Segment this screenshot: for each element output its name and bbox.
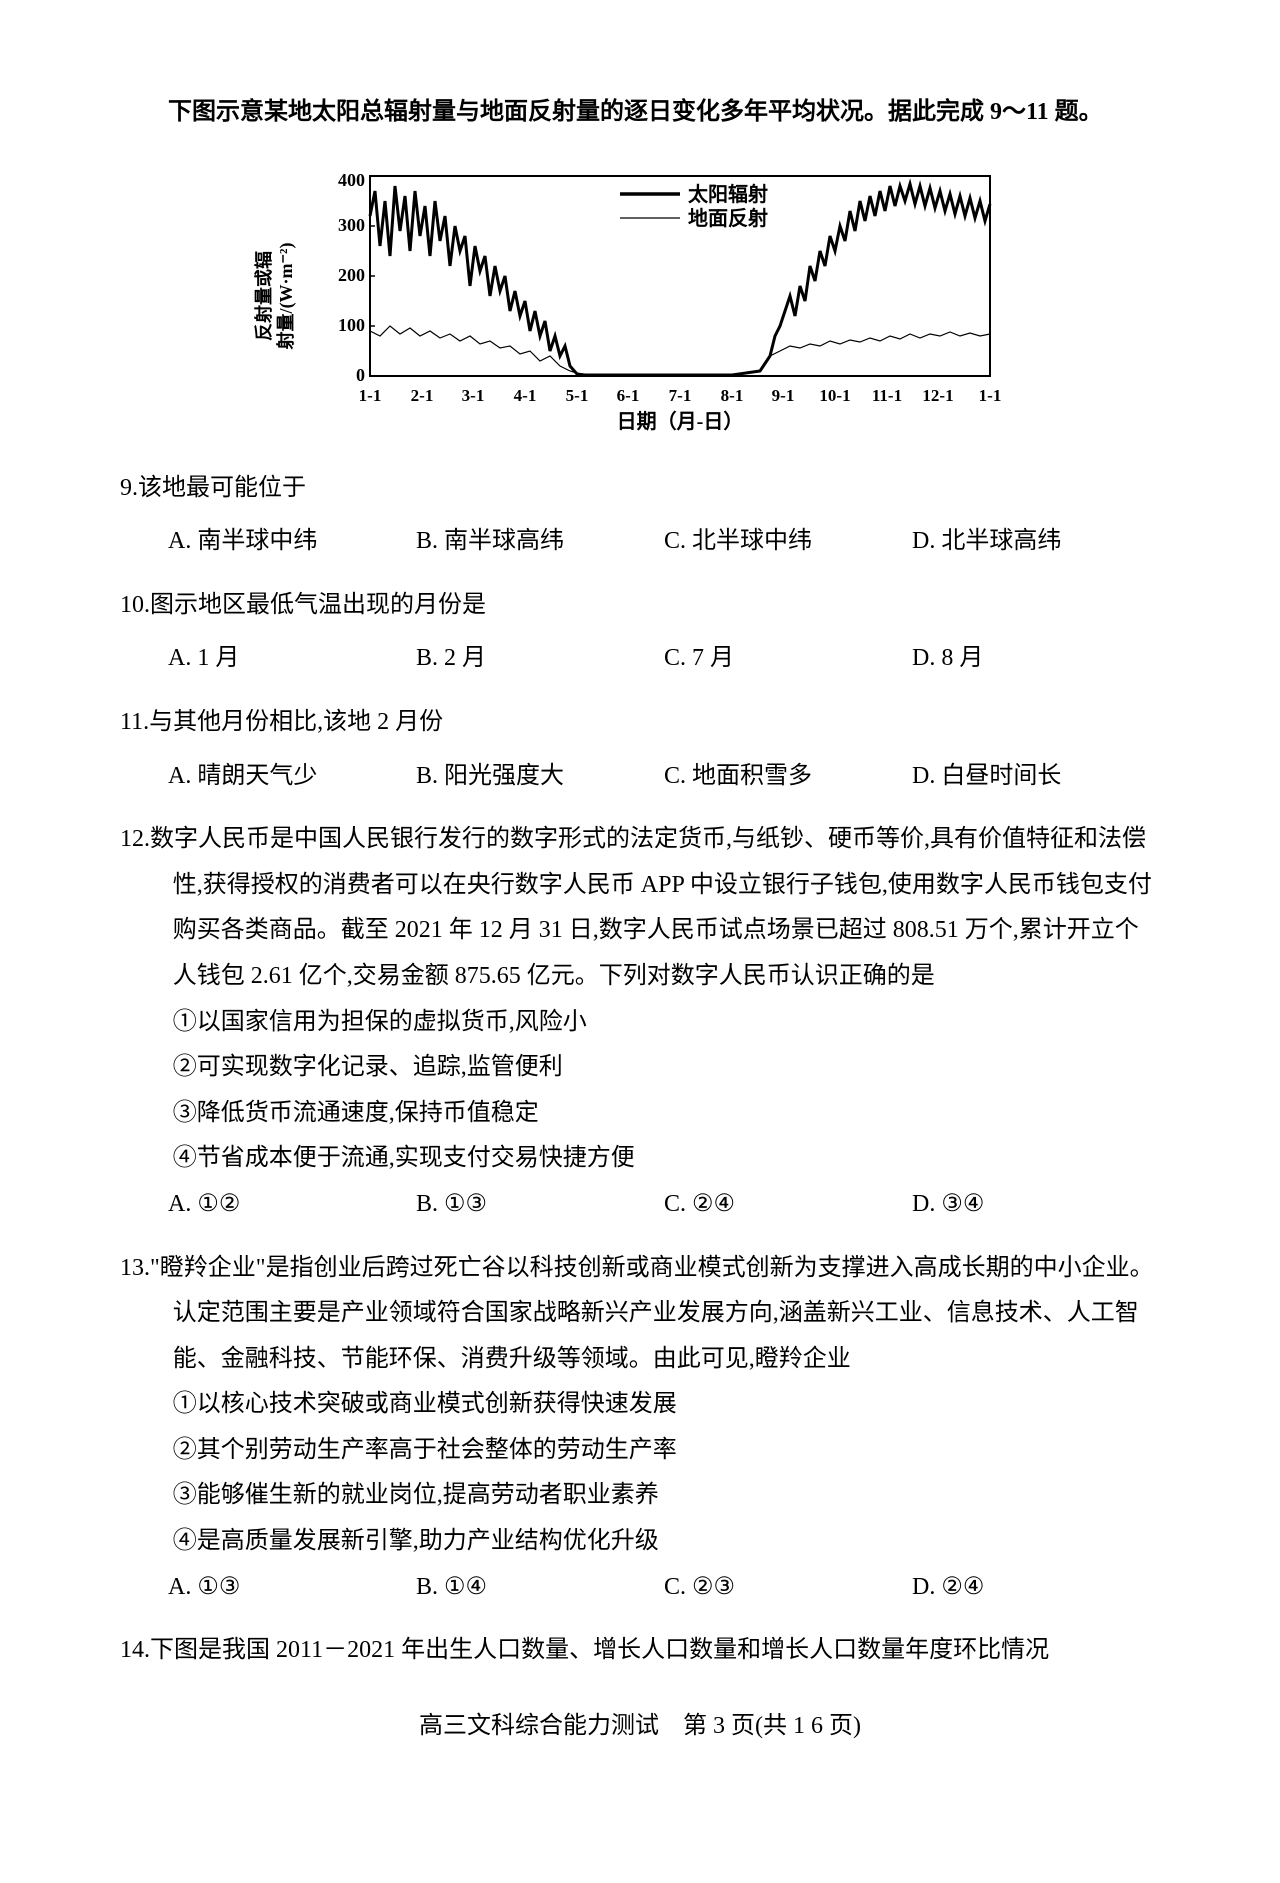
q11-option-c: C. 地面积雪多 bbox=[664, 754, 912, 800]
q13-sub2: ②其个别劳动生产率高于社会整体的劳动生产率 bbox=[120, 1428, 1160, 1474]
question-12: 12.数字人民币是中国人民银行发行的数字形式的法定货币,与纸钞、硬币等价,具有价… bbox=[120, 817, 1160, 1227]
question-10: 10.图示地区最低气温出现的月份是 A. 1 月 B. 2 月 C. 7 月 D… bbox=[120, 583, 1160, 682]
intro-paragraph: 下图示意某地太阳总辐射量与地面反射量的逐日变化多年平均状况。据此完成 9～11 … bbox=[120, 90, 1160, 136]
svg-text:4-1: 4-1 bbox=[514, 386, 537, 405]
svg-text:200: 200 bbox=[338, 265, 365, 285]
q9-option-b: B. 南半球高纬 bbox=[416, 519, 664, 565]
svg-text:300: 300 bbox=[338, 215, 365, 235]
svg-text:7-1: 7-1 bbox=[669, 386, 692, 405]
q13-option-d: D. ②④ bbox=[912, 1565, 1160, 1611]
q12-sub2: ②可实现数字化记录、追踪,监管便利 bbox=[120, 1045, 1160, 1091]
q12-sub4: ④节省成本便于流通,实现支付交易快捷方便 bbox=[120, 1136, 1160, 1182]
svg-text:3-1: 3-1 bbox=[462, 386, 485, 405]
question-13: 13."瞪羚企业"是指创业后跨过死亡谷以科技创新或商业模式创新为支撑进入高成长期… bbox=[120, 1246, 1160, 1611]
svg-text:太阳辐射: 太阳辐射 bbox=[688, 182, 768, 206]
q11-option-b: B. 阳光强度大 bbox=[416, 754, 664, 800]
svg-text:0: 0 bbox=[356, 365, 365, 385]
svg-text:1-1: 1-1 bbox=[359, 386, 382, 405]
svg-text:6-1: 6-1 bbox=[617, 386, 640, 405]
q13-option-c: C. ②③ bbox=[664, 1565, 912, 1611]
svg-text:地面反射: 地面反射 bbox=[688, 206, 768, 230]
question-14-text: 14.下图是我国 2011－2021 年出生人口数量、增长人口数量和增长人口数量… bbox=[120, 1628, 1160, 1674]
question-11-text: 11.与其他月份相比,该地 2 月份 bbox=[120, 700, 1160, 746]
q9-option-a: A. 南半球中纬 bbox=[168, 519, 416, 565]
svg-text:10-1: 10-1 bbox=[819, 386, 850, 405]
question-14: 14.下图是我国 2011－2021 年出生人口数量、增长人口数量和增长人口数量… bbox=[120, 1628, 1160, 1674]
question-12-text: 12.数字人民币是中国人民银行发行的数字形式的法定货币,与纸钞、硬币等价,具有价… bbox=[120, 817, 1160, 999]
svg-text:8-1: 8-1 bbox=[721, 386, 744, 405]
q13-option-a: A. ①③ bbox=[168, 1565, 416, 1611]
q10-option-d: D. 8 月 bbox=[912, 636, 1160, 682]
svg-text:2-1: 2-1 bbox=[411, 386, 434, 405]
question-11: 11.与其他月份相比,该地 2 月份 A. 晴朗天气少 B. 阳光强度大 C. … bbox=[120, 700, 1160, 799]
svg-text:100: 100 bbox=[338, 315, 365, 335]
q12-sub3: ③降低货币流通速度,保持币值稳定 bbox=[120, 1091, 1160, 1137]
svg-text:反射量或辐: 反射量或辐 bbox=[253, 251, 274, 341]
svg-text:日期（月-日）: 日期（月-日） bbox=[617, 410, 744, 433]
question-13-text: 13."瞪羚企业"是指创业后跨过死亡谷以科技创新或商业模式创新为支撑进入高成长期… bbox=[120, 1246, 1160, 1383]
radiation-chart: 反射量或辐 射量/(W·m⁻²) 0 100 200 300 400 1-1 2… bbox=[250, 156, 1030, 436]
chart-container: 反射量或辐 射量/(W·m⁻²) 0 100 200 300 400 1-1 2… bbox=[120, 156, 1160, 436]
q12-option-b: B. ①③ bbox=[416, 1182, 664, 1228]
svg-text:400: 400 bbox=[338, 170, 365, 190]
q13-option-b: B. ①④ bbox=[416, 1565, 664, 1611]
q9-option-d: D. 北半球高纬 bbox=[912, 519, 1160, 565]
svg-text:1-1: 1-1 bbox=[979, 386, 1002, 405]
svg-text:12-1: 12-1 bbox=[922, 386, 953, 405]
svg-text:11-1: 11-1 bbox=[872, 386, 902, 405]
svg-text:射量/(W·m⁻²): 射量/(W·m⁻²) bbox=[275, 242, 297, 350]
question-9: 9.该地最可能位于 A. 南半球中纬 B. 南半球高纬 C. 北半球中纬 D. … bbox=[120, 466, 1160, 565]
q13-sub3: ③能够催生新的就业岗位,提高劳动者职业素养 bbox=[120, 1473, 1160, 1519]
q13-sub4: ④是高质量发展新引擎,助力产业结构优化升级 bbox=[120, 1519, 1160, 1565]
page-footer: 高三文科综合能力测试 第 3 页(共 1 6 页) bbox=[120, 1704, 1160, 1750]
question-10-text: 10.图示地区最低气温出现的月份是 bbox=[120, 583, 1160, 629]
q10-option-b: B. 2 月 bbox=[416, 636, 664, 682]
svg-text:9-1: 9-1 bbox=[772, 386, 795, 405]
q11-option-d: D. 白昼时间长 bbox=[912, 754, 1160, 800]
question-9-text: 9.该地最可能位于 bbox=[120, 466, 1160, 512]
q10-option-a: A. 1 月 bbox=[168, 636, 416, 682]
q12-option-c: C. ②④ bbox=[664, 1182, 912, 1228]
svg-text:5-1: 5-1 bbox=[566, 386, 589, 405]
q12-option-a: A. ①② bbox=[168, 1182, 416, 1228]
q13-sub1: ①以核心技术突破或商业模式创新获得快速发展 bbox=[120, 1382, 1160, 1428]
q9-option-c: C. 北半球中纬 bbox=[664, 519, 912, 565]
q11-option-a: A. 晴朗天气少 bbox=[168, 754, 416, 800]
q12-option-d: D. ③④ bbox=[912, 1182, 1160, 1228]
q10-option-c: C. 7 月 bbox=[664, 636, 912, 682]
q12-sub1: ①以国家信用为担保的虚拟货币,风险小 bbox=[120, 1000, 1160, 1046]
